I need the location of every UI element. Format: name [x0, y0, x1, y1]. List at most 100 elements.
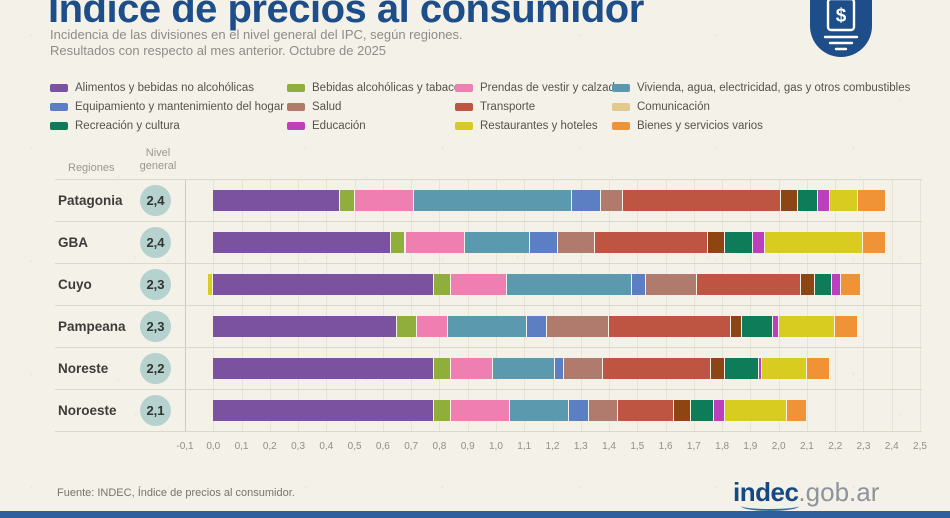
- bar-segment: [493, 358, 555, 379]
- gridline: [806, 180, 808, 432]
- legend-label: Alimentos y bebidas no alcohólicas: [75, 82, 254, 94]
- legend-item: Recreación y cultura: [50, 118, 180, 134]
- bar-segment: [773, 316, 778, 337]
- legend-item: Equipamiento y mantenimiento del hogar: [50, 99, 284, 115]
- gridline: [354, 180, 356, 432]
- legend-item: Bienes y servicios varios: [612, 118, 763, 134]
- legend-item: Alimentos y bebidas no alcohólicas: [50, 80, 254, 96]
- bar-segment: [713, 400, 724, 421]
- x-tick-label: 0,3: [291, 441, 306, 452]
- bar-segment: [753, 232, 764, 253]
- x-tick-label: 0,8: [432, 441, 447, 452]
- x-tick-label: 1,0: [489, 441, 503, 452]
- legend-label: Recreación y cultura: [75, 120, 180, 132]
- bar-segment: [758, 358, 761, 379]
- legend-swatch-icon: [287, 122, 305, 130]
- gridline: [580, 180, 582, 432]
- bottom-accent-bar: [0, 511, 950, 518]
- bar-segment: [617, 400, 674, 421]
- x-tick-label: 1,7: [686, 441, 701, 452]
- bar-segment: [609, 316, 730, 337]
- gridline: [241, 180, 243, 432]
- gridline: [467, 180, 469, 432]
- region-label: Noreste: [58, 361, 109, 376]
- bar-segment: [835, 316, 857, 337]
- legend-label: Restaurantes y hoteles: [480, 120, 598, 132]
- bar-segment: [450, 358, 493, 379]
- bar-segment: [829, 190, 857, 211]
- bar-segment: [818, 190, 829, 211]
- x-tick-label: 1,8: [715, 441, 730, 452]
- bar-segment: [815, 274, 832, 295]
- x-tick-label: 0,2: [262, 441, 277, 452]
- legend-swatch-icon: [612, 122, 630, 130]
- gridline: [609, 180, 611, 432]
- bar-segment: [863, 232, 886, 253]
- bar-segment: [529, 232, 558, 253]
- bar-segment: [213, 316, 397, 337]
- gridline: [891, 180, 893, 432]
- legend-swatch-icon: [50, 122, 68, 130]
- x-tick-label: 0,4: [319, 441, 334, 452]
- level-header-line-2: general: [139, 160, 177, 172]
- legend-label: Educación: [312, 120, 366, 132]
- bar-segment: [569, 400, 589, 421]
- bar-segment: [806, 358, 829, 379]
- level-header-line-1: Nivel: [145, 147, 171, 159]
- x-tick-label: 0,6: [375, 441, 390, 452]
- regions-column-header: Regiones: [68, 162, 115, 174]
- x-tick-label: 2,0: [771, 441, 786, 452]
- legend-label: Vivienda, agua, electricidad, gas y otro…: [637, 82, 911, 94]
- bar-segment: [730, 316, 741, 337]
- bar-segment: [832, 274, 840, 295]
- bar-segment: [563, 358, 603, 379]
- bar-segment: [397, 316, 416, 337]
- legend-label: Transporte: [480, 101, 536, 113]
- bar-segment: [631, 274, 645, 295]
- gridline: [863, 180, 865, 432]
- subtitle-line-2: Resultados con respecto al mes anterior.…: [50, 43, 387, 58]
- gridline: [439, 180, 441, 432]
- logo-primary: indec: [733, 477, 799, 507]
- gridline: [185, 180, 186, 432]
- gridline: [693, 180, 695, 432]
- x-tick-label: 0,1: [234, 441, 249, 452]
- legend-item: Restaurantes y hoteles: [455, 118, 598, 134]
- logo-secondary: .gob.ar: [798, 477, 880, 507]
- row-separator: [55, 431, 922, 432]
- gridline: [213, 180, 215, 432]
- x-axis: -0,1 0,0 0,1 0,2 0,3 0,4 0,5 0,6 0,7 0,8 0,9 1,0 1,1…: [176, 441, 927, 455]
- bar-segment: [801, 274, 815, 295]
- x-tick-label: 2,2: [828, 441, 843, 452]
- level-badge: 2,3: [140, 311, 171, 342]
- bar-segment: [527, 316, 546, 337]
- bar-segment: [433, 274, 450, 295]
- level-badge: 2,3: [140, 269, 171, 300]
- gridline: [722, 180, 724, 432]
- bar-segment: [724, 358, 758, 379]
- legend-item: Educación: [287, 118, 366, 134]
- region-label: Noroeste: [58, 403, 117, 418]
- legend-swatch-icon: [287, 84, 305, 92]
- x-tick-label: 2,1: [799, 441, 814, 452]
- bar-segment: [787, 400, 806, 421]
- bar-segment: [433, 400, 450, 421]
- legend-label: Comunicación: [637, 101, 710, 113]
- region-label: Pampeana: [58, 319, 126, 334]
- legend-item: Comunicación: [612, 99, 710, 115]
- bar-segment: [840, 274, 860, 295]
- x-tick-label: 0,5: [347, 441, 362, 452]
- svg-text:$: $: [836, 6, 847, 27]
- gridline: [778, 180, 780, 432]
- gridline: [411, 180, 413, 432]
- bar-segment: [416, 316, 447, 337]
- region-label: Cuyo: [58, 277, 92, 292]
- legend-item: Bebidas alcohólicas y tabaco: [287, 80, 460, 96]
- row-separator: [55, 221, 922, 222]
- bar-segment: [405, 232, 464, 253]
- legend-item: Salud: [287, 99, 341, 115]
- gridline: [382, 180, 384, 432]
- row-separator: [55, 263, 922, 264]
- bar-segment: [600, 190, 623, 211]
- gridline: [637, 180, 639, 432]
